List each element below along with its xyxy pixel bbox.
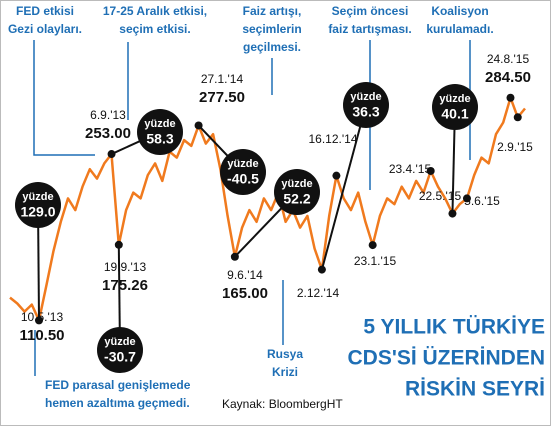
date-label: 23.4.'15	[389, 162, 432, 176]
cds-line	[9, 96, 526, 322]
event-text: faiz tartışması.	[328, 22, 411, 36]
point-marker	[513, 113, 522, 122]
change-bubble	[220, 149, 266, 195]
change-bubble	[343, 82, 389, 128]
change-bubble	[274, 169, 320, 215]
date-label: 19.9.'13	[104, 260, 147, 274]
value-label: 110.50	[19, 327, 64, 344]
change-value: 36.3	[352, 104, 379, 120]
date-label: 22.5.'15	[419, 189, 462, 203]
value-label: 277.50	[199, 89, 245, 106]
point-marker	[332, 171, 341, 180]
change-label: yüzde	[281, 178, 312, 190]
point-marker	[317, 265, 326, 274]
change-label: yüzde	[144, 118, 175, 130]
change-bubble	[97, 327, 143, 373]
point-marker	[107, 150, 116, 159]
event-text: kurulamadı.	[426, 22, 493, 36]
change-bubble	[137, 109, 183, 155]
date-label: 10.5.'13	[21, 310, 64, 324]
bubble-pointer	[320, 104, 367, 270]
date-label: 9.6.'14	[227, 268, 263, 282]
point-marker	[426, 166, 435, 175]
change-label: yüzde	[104, 336, 135, 348]
source: Kaynak: BloombergHT	[222, 397, 343, 411]
point-marker	[35, 316, 44, 325]
change-value: -30.7	[104, 349, 136, 365]
date-label: 27.1.'14	[201, 72, 244, 86]
point-marker	[194, 121, 203, 130]
change-label: yüzde	[350, 91, 381, 103]
change-value: 129.0	[20, 204, 55, 220]
chart-title: RİSKİN SEYRİ	[405, 378, 545, 401]
value-label: 165.00	[222, 285, 268, 302]
event-text: geçilmesi.	[243, 40, 301, 54]
chart-title: CDS'Sİ ÜZERİNDEN	[347, 347, 545, 370]
change-value: -40.5	[227, 171, 259, 187]
change-value: 58.3	[146, 131, 173, 147]
change-label: yüzde	[227, 158, 258, 170]
change-value: 52.2	[283, 191, 310, 207]
date-label: 16.12.'14	[308, 132, 357, 146]
event-text: FED parasal genişlemede	[45, 378, 191, 392]
event-text: Koalisyon	[431, 4, 488, 18]
value-label: 175.26	[102, 277, 148, 294]
value-label: 253.00	[85, 125, 131, 142]
date-label: 6.9.'13	[90, 108, 126, 122]
point-marker	[506, 93, 515, 102]
date-label: 23.1.'15	[354, 254, 397, 268]
event-text: seçim etkisi.	[119, 22, 190, 36]
event-leader	[33, 40, 95, 156]
change-value: 40.1	[441, 106, 468, 122]
event-text: 17-25 Aralık etkisi,	[103, 4, 207, 18]
date-label: 24.8.'15	[487, 52, 530, 66]
chart-title: 5 YILLIK TÜRKİYE	[363, 316, 545, 339]
change-bubble	[432, 84, 478, 130]
change-label: yüzde	[22, 191, 53, 203]
event-text: Krizi	[272, 365, 298, 379]
date-label: 2.9.'15	[497, 140, 533, 154]
value-label: 284.50	[485, 69, 531, 86]
event-text: FED etkisi	[16, 4, 74, 18]
event-text: Faiz artışı,	[243, 4, 302, 18]
date-label: 5.6.'15	[464, 194, 500, 208]
change-bubble	[15, 182, 61, 228]
date-label: 2.12.'14	[297, 286, 340, 300]
event-text: Rusya	[267, 347, 303, 361]
point-marker	[230, 252, 239, 261]
change-label: yüzde	[439, 93, 470, 105]
event-text: Gezi olayları.	[8, 22, 82, 36]
event-text: seçimlerin	[242, 22, 301, 36]
point-marker	[462, 194, 471, 203]
event-text: Seçim öncesi	[332, 4, 409, 18]
point-marker	[368, 241, 377, 250]
event-text: hemen azaltıma geçmedi.	[45, 396, 190, 410]
point-marker	[114, 240, 123, 249]
point-marker	[448, 209, 457, 218]
